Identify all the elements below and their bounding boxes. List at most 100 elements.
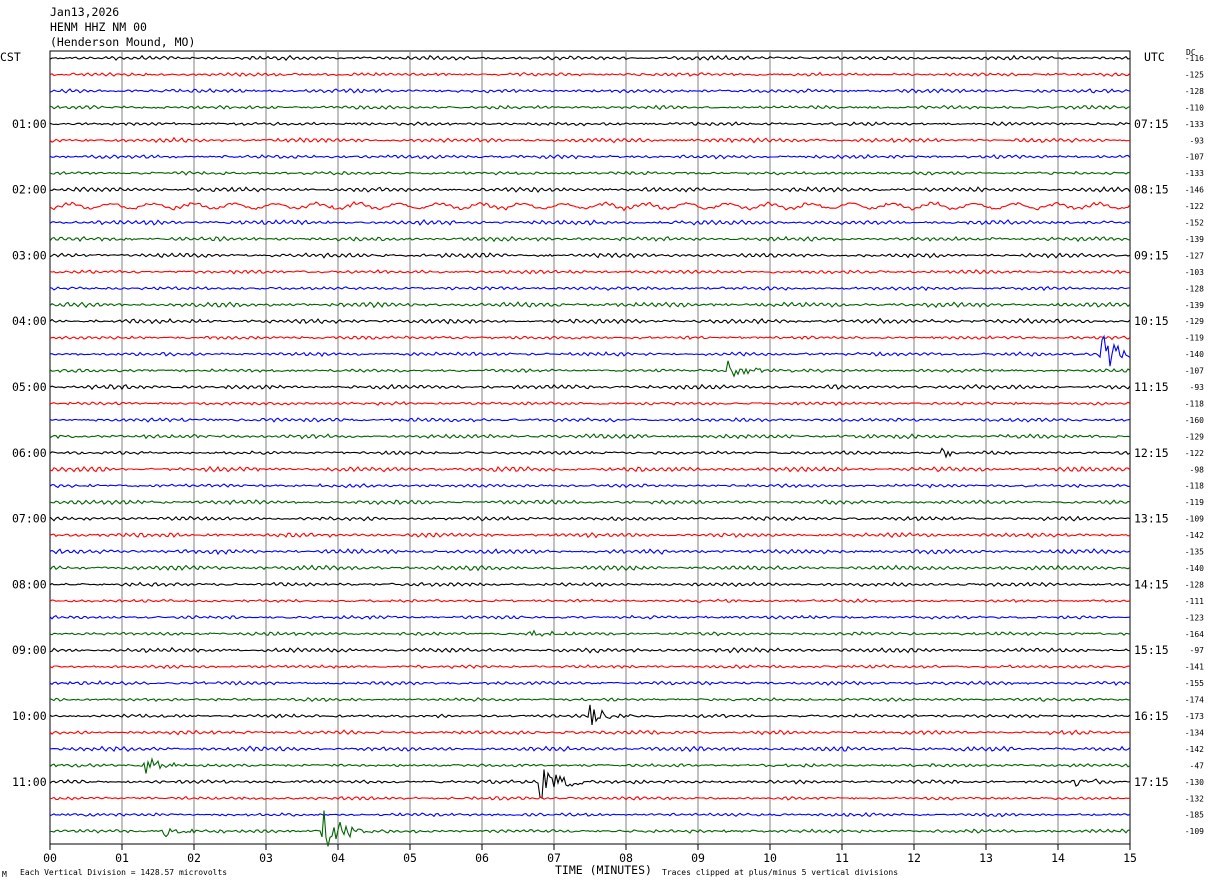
dc-offset-label: -141 <box>1185 663 1204 672</box>
dc-offset-label: -133 <box>1185 120 1204 129</box>
dc-offset-label: -122 <box>1185 449 1204 458</box>
dc-offset-label: -152 <box>1185 219 1204 228</box>
trace-line <box>49 704 1131 725</box>
trace-line <box>49 317 1131 325</box>
x-tick-label: 14 <box>1051 851 1065 865</box>
x-tick-label: 10 <box>763 851 777 865</box>
trace-line <box>49 170 1131 176</box>
trace-line <box>49 136 1131 144</box>
dc-offset-label: -129 <box>1185 432 1204 441</box>
dc-offset-label: -142 <box>1185 745 1204 754</box>
trace-line <box>49 465 1131 473</box>
x-tick-label: 08 <box>619 851 633 865</box>
dc-offset-label: -140 <box>1185 564 1204 573</box>
dc-offset-label: -128 <box>1185 87 1204 96</box>
trace-line <box>49 810 1131 847</box>
trace-line <box>49 812 1131 818</box>
right-hour-label: 11:15 <box>1134 380 1169 394</box>
dc-offset-label: -185 <box>1185 811 1204 820</box>
dc-offset-label: -146 <box>1185 186 1204 195</box>
dc-offset-label: -103 <box>1185 268 1204 277</box>
trace-line <box>49 235 1131 243</box>
x-tick-label: 00 <box>43 851 57 865</box>
left-hour-label: 03:00 <box>12 248 47 262</box>
trace-line <box>49 186 1131 193</box>
x-tick-label: 06 <box>475 851 489 865</box>
dc-offset-label: -109 <box>1185 515 1204 524</box>
trace-line <box>49 745 1131 753</box>
trace-line <box>49 483 1131 489</box>
trace-line <box>49 54 1131 61</box>
x-tick-label: 03 <box>259 851 273 865</box>
dc-offset-label: -123 <box>1185 613 1204 622</box>
left-hour-label: 06:00 <box>12 446 47 460</box>
x-tick-label: 09 <box>691 851 705 865</box>
trace-line <box>49 71 1131 77</box>
dc-offset-label: -164 <box>1185 630 1204 639</box>
right-hour-label: 16:15 <box>1134 709 1169 723</box>
x-tick-label: 12 <box>907 851 921 865</box>
dc-offset-label: -135 <box>1185 548 1204 557</box>
trace-line <box>49 383 1131 391</box>
trace-line <box>49 360 1131 378</box>
right-hour-label: 08:15 <box>1134 183 1169 197</box>
right-hour-label: 17:15 <box>1134 775 1169 789</box>
dc-offset-label: -98 <box>1190 465 1205 474</box>
right-hour-label: 13:15 <box>1134 512 1169 526</box>
trace-line <box>49 335 1131 341</box>
trace-line <box>49 104 1131 111</box>
right-hour-label: 12:15 <box>1134 446 1169 460</box>
trace-line <box>49 515 1131 522</box>
trace-line <box>49 629 1131 637</box>
x-tick-label: 13 <box>979 851 993 865</box>
x-tick-label: 05 <box>403 851 417 865</box>
trace-line <box>49 269 1131 275</box>
scale-note: Each Vertical Division = 1428.57 microvo… <box>20 868 228 877</box>
trace-line <box>49 218 1131 226</box>
dc-column-header: DC <box>1186 48 1196 57</box>
x-tick-label: 02 <box>187 851 201 865</box>
trace-line <box>49 88 1131 94</box>
trace-line <box>49 664 1131 670</box>
trace-line <box>49 531 1131 539</box>
dc-offset-label: -97 <box>1190 646 1205 655</box>
trace-line <box>49 334 1131 367</box>
trace-line <box>49 581 1131 588</box>
trace-line <box>49 417 1131 423</box>
dc-offset-label: -129 <box>1185 317 1204 326</box>
dc-offset-label: -128 <box>1185 580 1204 589</box>
dc-offset-label: -139 <box>1185 301 1204 310</box>
trace-line <box>49 447 1131 459</box>
trace-line <box>49 499 1131 506</box>
right-hour-label: 07:15 <box>1134 117 1169 131</box>
x-tick-label: 15 <box>1123 851 1137 865</box>
dc-offset-label: -118 <box>1185 482 1204 491</box>
right-hour-label: 14:15 <box>1134 577 1169 591</box>
x-tick-label: 04 <box>331 851 345 865</box>
plot-frame <box>49 50 1131 845</box>
logo-mark: M <box>2 870 7 879</box>
dc-offset-label: -122 <box>1185 202 1204 211</box>
trace-line <box>49 680 1131 687</box>
dc-offset-label: -140 <box>1185 350 1204 359</box>
station-code: HENM HHZ NM 00 <box>50 20 147 34</box>
dc-offset-label: -47 <box>1190 761 1205 770</box>
trace-line <box>49 201 1131 212</box>
dc-offset-label: -93 <box>1190 136 1205 145</box>
x-tick-label: 11 <box>835 851 849 865</box>
dc-offset-label: -118 <box>1185 399 1204 408</box>
trace-line <box>49 433 1131 440</box>
x-tick-label: 07 <box>547 851 561 865</box>
trace-line <box>49 400 1131 407</box>
trace-line <box>49 564 1131 572</box>
trace-line <box>49 252 1131 259</box>
trace-line <box>49 598 1131 604</box>
left-hour-label: 10:00 <box>12 709 47 723</box>
left-timezone-label: CST <box>0 50 21 64</box>
dc-offset-label: -109 <box>1185 827 1204 836</box>
trace-line <box>49 769 1131 799</box>
x-tick-label: 01 <box>115 851 129 865</box>
left-hour-label: 02:00 <box>12 183 47 197</box>
trace-line <box>49 697 1131 703</box>
dc-offset-label: -93 <box>1190 383 1205 392</box>
